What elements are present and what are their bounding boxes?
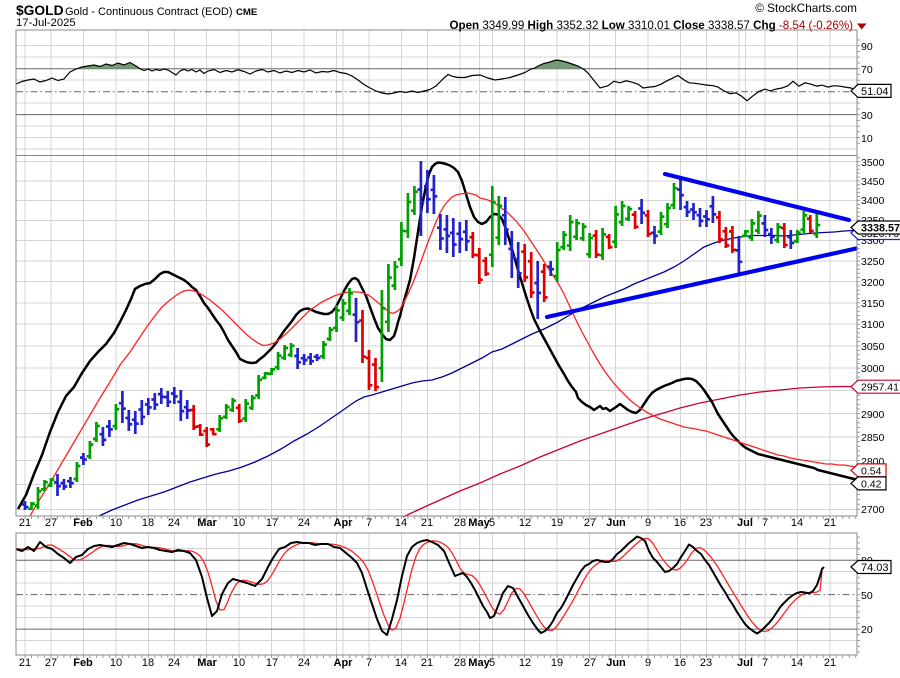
svg-text:3200: 3200 (861, 277, 885, 289)
svg-text:14: 14 (791, 517, 803, 529)
svg-text:Open 3349.99 High 3352.32 Low: Open 3349.99 High 3352.32 Low 3310.01 Cl… (450, 19, 854, 32)
svg-text:14: 14 (395, 517, 407, 529)
svg-text:28: 28 (454, 517, 466, 529)
svg-text:0.42: 0.42 (861, 478, 882, 490)
svg-text:2900: 2900 (861, 409, 885, 421)
svg-text:May: May (468, 517, 490, 529)
svg-text:23: 23 (700, 517, 712, 529)
svg-text:21: 21 (19, 657, 31, 669)
svg-text:10: 10 (861, 133, 873, 145)
svg-text:7: 7 (366, 517, 372, 529)
svg-text:74.03: 74.03 (861, 562, 889, 574)
svg-text:24: 24 (298, 517, 310, 529)
svg-text:18: 18 (142, 657, 154, 669)
svg-text:10: 10 (233, 657, 245, 669)
svg-text:51.04: 51.04 (861, 86, 889, 98)
svg-text:7: 7 (762, 517, 768, 529)
svg-text:24: 24 (168, 517, 180, 529)
svg-text:7: 7 (762, 657, 768, 669)
svg-text:12: 12 (519, 517, 531, 529)
svg-text:10: 10 (110, 657, 122, 669)
svg-text:18: 18 (142, 517, 154, 529)
svg-text:CME: CME (236, 7, 258, 18)
svg-text:27: 27 (45, 517, 57, 529)
svg-text:© StockCharts.com: © StockCharts.com (755, 1, 857, 15)
svg-text:24: 24 (168, 657, 180, 669)
svg-text:21: 21 (421, 657, 433, 669)
svg-text:10: 10 (110, 517, 122, 529)
svg-text:16: 16 (674, 517, 686, 529)
svg-text:20: 20 (861, 624, 873, 636)
svg-text:5: 5 (489, 657, 495, 669)
svg-text:3000: 3000 (861, 363, 885, 375)
svg-text:27: 27 (584, 517, 596, 529)
svg-text:Feb: Feb (73, 657, 93, 669)
svg-text:$GOLD: $GOLD (16, 3, 64, 18)
svg-text:Feb: Feb (73, 517, 93, 529)
svg-text:23: 23 (700, 657, 712, 669)
svg-text:12: 12 (519, 657, 531, 669)
svg-text:3338.57: 3338.57 (861, 223, 900, 235)
svg-text:Apr: Apr (334, 517, 354, 529)
svg-text:Jun: Jun (606, 657, 626, 669)
svg-text:Mar: Mar (197, 517, 217, 529)
svg-text:Apr: Apr (334, 657, 354, 669)
svg-text:27: 27 (45, 657, 57, 669)
svg-text:17-Jul-2025: 17-Jul-2025 (16, 17, 76, 29)
svg-text:3100: 3100 (861, 319, 885, 331)
svg-text:2850: 2850 (861, 432, 885, 444)
svg-text:3050: 3050 (861, 341, 885, 353)
svg-text:9: 9 (645, 517, 651, 529)
svg-text:17: 17 (266, 517, 278, 529)
svg-text:9: 9 (645, 657, 651, 669)
svg-text:19: 19 (551, 517, 563, 529)
svg-text:16: 16 (674, 657, 686, 669)
svg-text:5: 5 (489, 517, 495, 529)
svg-text:19: 19 (551, 657, 563, 669)
svg-text:28: 28 (454, 657, 466, 669)
svg-text:3150: 3150 (861, 298, 885, 310)
svg-text:2957.41: 2957.41 (861, 382, 899, 394)
svg-text:30: 30 (861, 110, 873, 122)
svg-text:Jul: Jul (737, 517, 753, 529)
svg-text:21: 21 (824, 657, 836, 669)
svg-text:17: 17 (266, 657, 278, 669)
svg-text:Mar: Mar (197, 657, 217, 669)
svg-text:50: 50 (861, 590, 873, 602)
svg-text:Jul: Jul (737, 657, 753, 669)
svg-text:0.54: 0.54 (861, 465, 882, 477)
svg-text:2700: 2700 (861, 504, 885, 516)
svg-text:21: 21 (421, 517, 433, 529)
svg-text:14: 14 (395, 657, 407, 669)
svg-text:Jun: Jun (606, 517, 626, 529)
svg-text:3400: 3400 (861, 195, 885, 207)
svg-text:3450: 3450 (861, 176, 885, 188)
svg-text:3250: 3250 (861, 256, 885, 268)
svg-text:70: 70 (861, 64, 873, 76)
svg-text:7: 7 (366, 657, 372, 669)
svg-text:24: 24 (298, 657, 310, 669)
svg-text:10: 10 (233, 517, 245, 529)
svg-text:27: 27 (584, 657, 596, 669)
svg-text:21: 21 (824, 517, 836, 529)
svg-text:14: 14 (791, 657, 803, 669)
svg-text:3500: 3500 (861, 157, 885, 169)
svg-text:90: 90 (861, 41, 873, 53)
svg-text:21: 21 (19, 517, 31, 529)
svg-text:May: May (468, 657, 490, 669)
svg-text:Gold - Continuous Contract (EO: Gold - Continuous Contract (EOD) (65, 6, 233, 18)
